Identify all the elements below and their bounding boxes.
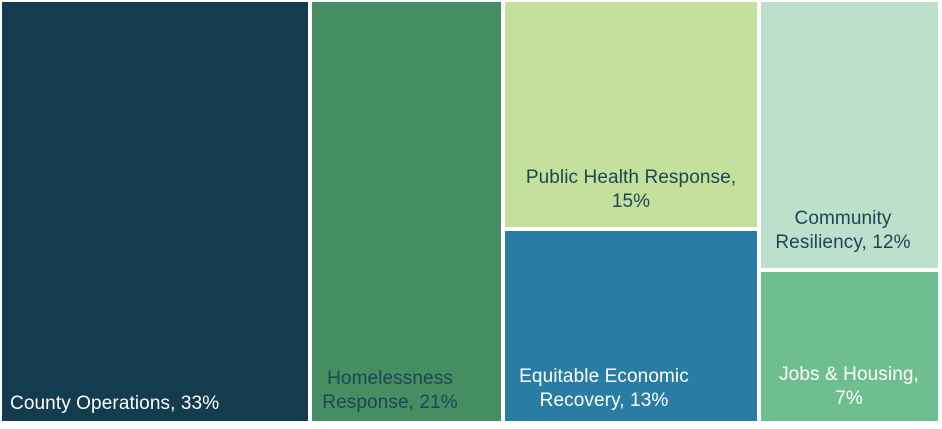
treemap-tile-homelessness-response: Homelessness Response, 21%	[312, 2, 501, 421]
tile-label-equitable-economic-recovery: Equitable Economic Recovery, 13%	[519, 366, 689, 411]
treemap-tile-jobs-and-housing: Jobs & Housing, 7%	[761, 272, 938, 421]
treemap-tile-equitable-economic-recovery: Equitable Economic Recovery, 13%	[505, 231, 757, 421]
tile-label-homelessness-response: Homelessness Response, 21%	[322, 368, 458, 413]
tile-label-jobs-and-housing: Jobs & Housing, 7%	[779, 364, 919, 409]
tile-label-county-operations: County Operations, 33%	[10, 393, 220, 414]
tile-label-community-resiliency: Community Resiliency, 12%	[775, 208, 911, 253]
treemap-tile-county-operations: County Operations, 33%	[2, 2, 308, 421]
treemap-tile-community-resiliency: Community Resiliency, 12%	[761, 2, 938, 268]
tile-label-public-health-response: Public Health Response, 15%	[525, 167, 737, 212]
treemap-tile-public-health-response: Public Health Response, 15%	[505, 2, 757, 227]
